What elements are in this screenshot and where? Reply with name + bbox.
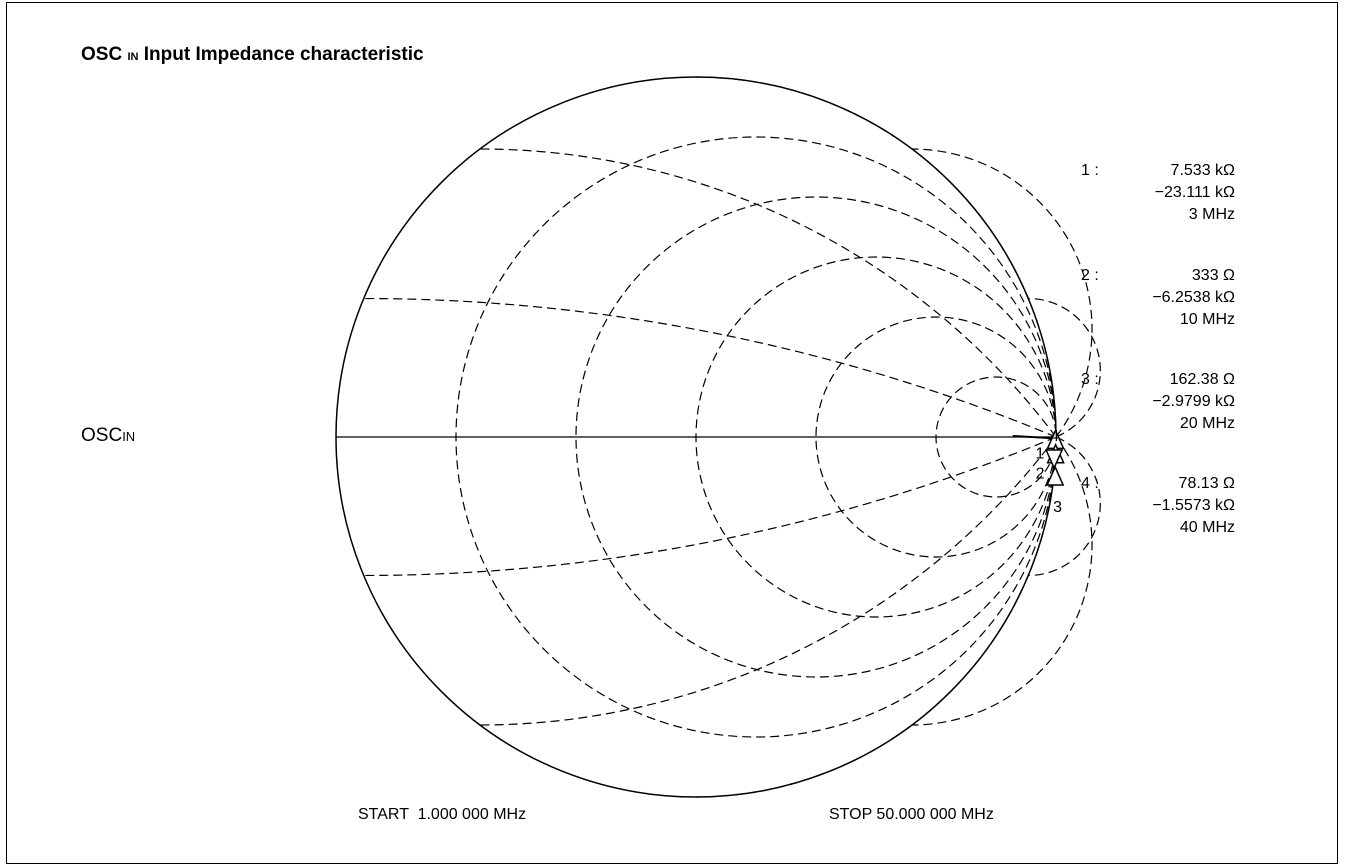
smith-grid <box>335 76 1101 798</box>
marker-reactance: −6.2538 kΩ <box>1152 289 1235 306</box>
marker-resistance: 162.38 Ω <box>1169 371 1235 388</box>
marker-1-label: 1 <box>1036 445 1045 462</box>
marker-3-symbol <box>1045 465 1065 486</box>
marker-readout-4: 4 : 78.13 Ω −1.5573 kΩ 40 MHz <box>1075 473 1235 539</box>
port-label-main: OSC <box>81 425 123 446</box>
marker-frequency: 20 MHz <box>1179 415 1235 432</box>
marker-readout-index: 3 : <box>1081 371 1099 388</box>
marker-resistance: 7.533 kΩ <box>1170 162 1235 179</box>
marker-4-symbol <box>1044 449 1064 470</box>
marker-frequency: 40 MHz <box>1179 519 1235 536</box>
reactance-arc-neg-2 <box>911 436 1093 726</box>
chart-title-subscript: IN <box>127 51 139 63</box>
chart-frame <box>6 2 1338 864</box>
marker-readout-index: 1 : <box>1081 162 1099 179</box>
reactance-arc-pos-0.2 <box>363 297 1057 438</box>
marker-readout-2: 2 : 333 Ω −6.2538 kΩ 10 MHz <box>1075 265 1235 331</box>
reactance-arc-pos-5 <box>1028 297 1101 438</box>
reactance-arc-pos-1 <box>695 76 1057 438</box>
marker-4-label: 4 <box>1050 428 1059 445</box>
marker-readout-index: 4 : <box>1081 475 1099 492</box>
marker-resistance: 78.13 Ω <box>1178 475 1235 492</box>
marker-readout-1: 1 : 7.533 kΩ −23.111 kΩ 3 MHz <box>1075 160 1235 226</box>
marker-reactance: −1.5573 kΩ <box>1152 497 1235 514</box>
marker-frequency: 3 MHz <box>1188 206 1235 223</box>
marker-readout-3: 3 : 162.38 Ω −2.9799 kΩ 20 MHz <box>1075 369 1235 435</box>
port-label: OSCIN <box>81 425 135 447</box>
chart-title-rest: Input Impedance characteristic <box>138 44 424 65</box>
sweep-stop-label: STOP 50.000 000 MHz <box>829 806 994 823</box>
reactance-arc-neg-5 <box>1028 436 1101 577</box>
chart-title-main: OSC <box>81 44 123 65</box>
marker-readout-index: 2 : <box>1081 267 1099 284</box>
reactance-arc-pos-2 <box>911 148 1093 438</box>
marker-frequency: 10 MHz <box>1179 311 1235 328</box>
marker-resistance: 333 Ω <box>1191 267 1235 284</box>
marker-reactance: −2.9799 kΩ <box>1152 393 1235 410</box>
sweep-start-label: START 1.000 000 MHz <box>358 806 527 823</box>
reactance-arc-neg-0.2 <box>363 436 1057 577</box>
marker-reactance: −23.111 kΩ <box>1154 184 1235 201</box>
reactance-arc-neg-1 <box>695 436 1057 798</box>
marker-symbols: 1 23 4 <box>1036 428 1065 516</box>
chart-title: OSC IN Input Impedance characteristic <box>81 44 424 66</box>
marker-3-label: 3 <box>1053 499 1062 516</box>
port-label-subscript: IN <box>122 429 136 444</box>
marker-2-label: 2 <box>1036 466 1045 483</box>
